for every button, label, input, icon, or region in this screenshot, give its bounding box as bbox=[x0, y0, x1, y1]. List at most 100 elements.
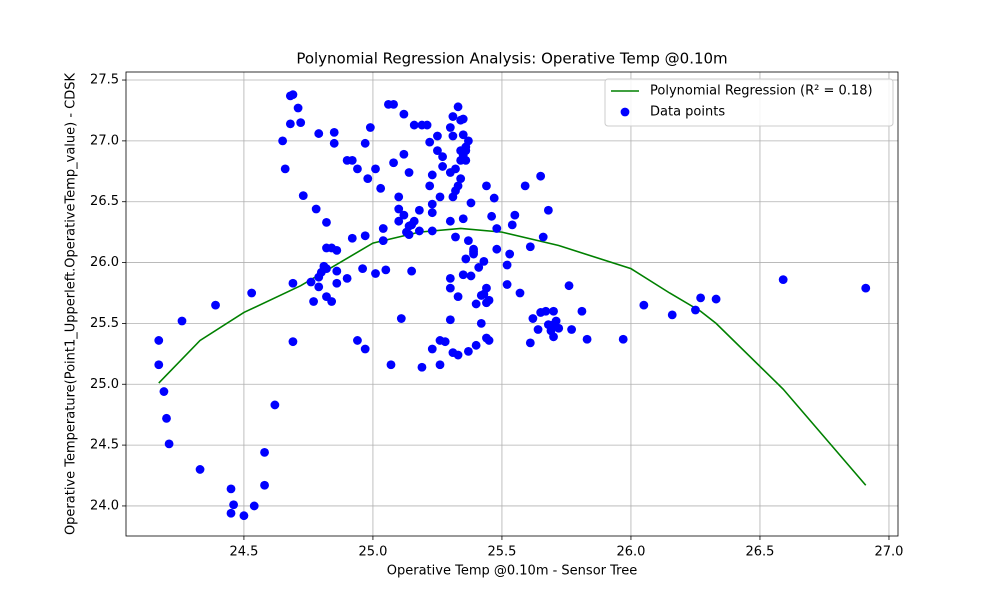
data-point bbox=[414, 226, 424, 236]
data-point bbox=[296, 118, 306, 128]
data-point bbox=[696, 293, 706, 303]
data-point bbox=[298, 191, 308, 201]
data-point bbox=[159, 387, 169, 396]
data-point bbox=[448, 112, 458, 121]
x-tick-label: 26.5 bbox=[745, 545, 774, 560]
data-point bbox=[453, 292, 463, 302]
data-point bbox=[399, 109, 409, 119]
data-point bbox=[288, 90, 298, 100]
data-point bbox=[162, 413, 171, 423]
plot-frame bbox=[125, 71, 899, 537]
data-point bbox=[451, 164, 460, 174]
data-point bbox=[394, 192, 404, 202]
data-point bbox=[229, 500, 238, 510]
data-point bbox=[440, 337, 450, 347]
data-point bbox=[543, 205, 553, 215]
data-point bbox=[577, 306, 587, 316]
data-point bbox=[329, 127, 339, 137]
y-tick-label: 26.5 bbox=[90, 194, 119, 209]
data-point bbox=[458, 214, 468, 224]
legend-box bbox=[604, 78, 894, 127]
data-point bbox=[438, 162, 447, 171]
data-point bbox=[502, 260, 512, 270]
data-point bbox=[389, 158, 398, 168]
data-point bbox=[433, 131, 442, 141]
data-point bbox=[342, 273, 352, 283]
data-point bbox=[474, 263, 484, 272]
data-point bbox=[195, 465, 205, 474]
data-point bbox=[353, 164, 362, 174]
data-point bbox=[549, 332, 558, 342]
data-point bbox=[314, 129, 324, 138]
data-point bbox=[422, 120, 432, 130]
data-point bbox=[285, 119, 295, 129]
data-point bbox=[360, 231, 370, 241]
data-point bbox=[332, 278, 342, 288]
data-point bbox=[711, 294, 721, 304]
data-point bbox=[433, 146, 442, 156]
data-point bbox=[582, 334, 592, 344]
data-point bbox=[639, 300, 649, 310]
data-point bbox=[482, 283, 491, 293]
x-tick-label: 25.0 bbox=[358, 545, 387, 560]
data-point bbox=[435, 192, 445, 202]
legend: Polynomial Regression (R² = 0.18) Data po… bbox=[604, 78, 894, 127]
axes: 24.5 25.0 25.5 26.0 26.5 27.0 24.0 24.5 25.0 25.5… bbox=[90, 73, 903, 560]
data-point bbox=[461, 254, 471, 264]
data-point bbox=[505, 249, 515, 259]
x-tick-label: 26.0 bbox=[616, 545, 645, 560]
data-point bbox=[322, 218, 331, 227]
x-tick-label: 24.5 bbox=[229, 545, 258, 560]
data-point bbox=[280, 164, 290, 174]
data-point bbox=[461, 155, 471, 165]
data-point bbox=[533, 325, 543, 334]
data-point bbox=[466, 198, 476, 208]
data-point bbox=[778, 275, 788, 285]
data-point bbox=[445, 123, 455, 132]
data-point bbox=[327, 297, 337, 306]
data-point bbox=[554, 323, 564, 333]
data-point bbox=[453, 102, 463, 112]
data-point bbox=[451, 232, 460, 242]
data-point bbox=[564, 281, 574, 291]
grid bbox=[126, 72, 898, 536]
data-point bbox=[394, 204, 404, 214]
data-point bbox=[456, 174, 466, 183]
chart-title: Polynomial Regression Analysis: Operativ… bbox=[296, 50, 727, 68]
data-point bbox=[309, 297, 318, 306]
data-point bbox=[484, 336, 494, 345]
y-tick-label: 24.5 bbox=[90, 438, 119, 453]
data-point bbox=[476, 319, 486, 328]
data-point bbox=[482, 181, 491, 191]
data-point bbox=[502, 280, 512, 289]
data-point bbox=[409, 216, 419, 226]
data-point bbox=[463, 346, 473, 356]
data-point bbox=[567, 325, 577, 334]
data-point bbox=[463, 236, 473, 246]
regression-line bbox=[158, 227, 867, 486]
data-point bbox=[427, 226, 437, 236]
data-point bbox=[154, 336, 164, 345]
data-point bbox=[479, 256, 489, 266]
data-point bbox=[427, 344, 437, 354]
data-point bbox=[404, 230, 414, 239]
data-point bbox=[278, 136, 288, 146]
data-point bbox=[389, 99, 398, 109]
data-point bbox=[445, 216, 455, 226]
data-point bbox=[409, 120, 419, 130]
data-point bbox=[528, 314, 538, 323]
data-point bbox=[358, 264, 368, 274]
data-point bbox=[471, 340, 481, 350]
data-point bbox=[469, 244, 478, 254]
data-point bbox=[270, 400, 280, 410]
data-point bbox=[177, 316, 187, 326]
legend-label: Data points bbox=[650, 105, 725, 120]
data-point bbox=[332, 266, 342, 276]
y-axis-label: Operative Temperature(Point1_Upperleft.O… bbox=[64, 72, 79, 535]
data-point bbox=[306, 277, 316, 287]
data-point bbox=[404, 168, 414, 177]
data-point bbox=[536, 171, 546, 181]
data-point bbox=[520, 181, 530, 191]
data-point bbox=[549, 306, 558, 316]
